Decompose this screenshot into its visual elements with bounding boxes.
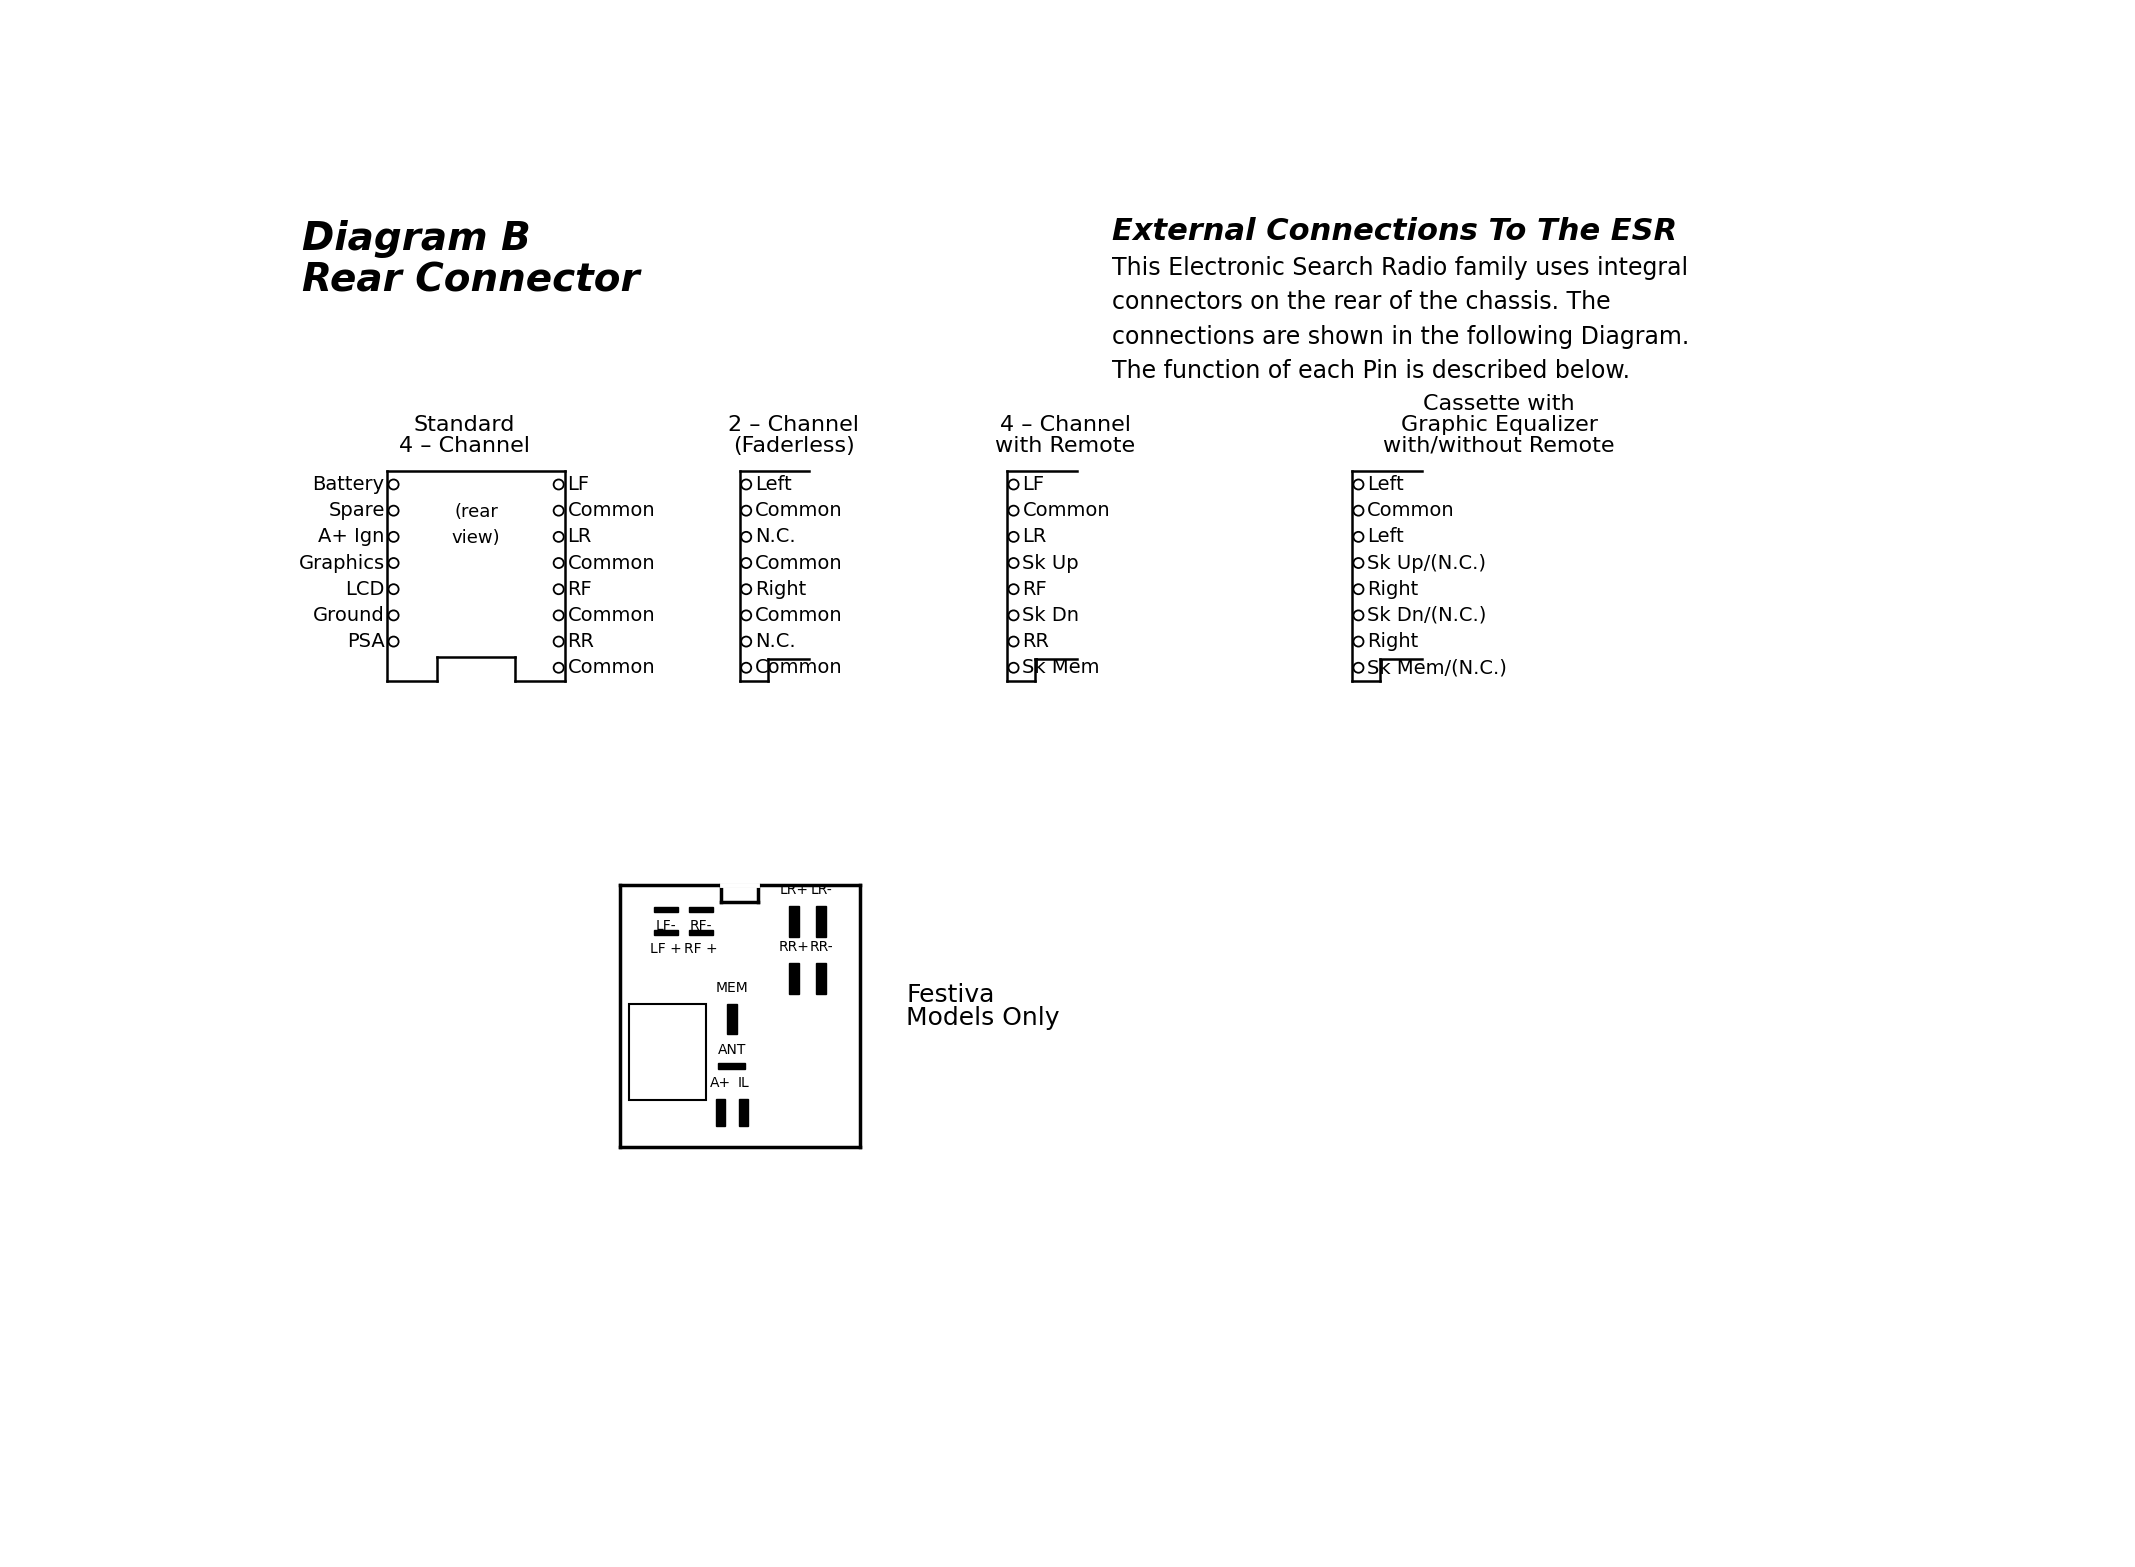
Text: Sk Mem: Sk Mem: [1023, 658, 1100, 677]
Text: RR+: RR+: [779, 940, 809, 954]
Bar: [690, 907, 713, 912]
Text: A+: A+: [709, 1075, 730, 1089]
Text: (Faderless): (Faderless): [732, 436, 854, 456]
Text: Right: Right: [1366, 632, 1418, 650]
Text: Sk Up: Sk Up: [1023, 553, 1078, 572]
Text: LF: LF: [568, 475, 589, 494]
Text: Right: Right: [756, 580, 807, 599]
Text: 2 – Channel: 2 – Channel: [728, 415, 860, 436]
Text: N.C.: N.C.: [756, 632, 796, 650]
Text: Diagram B: Diagram B: [301, 221, 529, 259]
Text: 4 – Channel: 4 – Channel: [999, 415, 1132, 436]
Text: RR: RR: [1023, 632, 1050, 650]
Text: Common: Common: [756, 658, 843, 677]
Text: N.C.: N.C.: [756, 528, 796, 547]
Text: RF: RF: [568, 580, 591, 599]
Bar: [630, 1004, 707, 1100]
Text: Sk Up/(N.C.): Sk Up/(N.C.): [1366, 553, 1486, 572]
Bar: [816, 964, 826, 993]
Bar: [790, 964, 798, 993]
Text: Cassette with: Cassette with: [1424, 395, 1576, 414]
Text: Battery: Battery: [312, 475, 384, 494]
Text: Common: Common: [756, 606, 843, 625]
Text: RR-: RR-: [809, 940, 833, 954]
Text: Sk Dn/(N.C.): Sk Dn/(N.C.): [1366, 606, 1486, 625]
Text: Rear Connector: Rear Connector: [301, 262, 638, 299]
Text: Common: Common: [1366, 501, 1454, 520]
Text: with Remote: with Remote: [995, 436, 1136, 456]
Text: Festiva: Festiva: [905, 983, 995, 1008]
Text: with/without Remote: with/without Remote: [1383, 436, 1614, 456]
Text: IL: IL: [737, 1075, 749, 1089]
Text: (rear: (rear: [455, 503, 497, 520]
Text: Spare: Spare: [329, 501, 384, 520]
Text: PSA: PSA: [346, 632, 384, 650]
Text: LR: LR: [568, 528, 591, 547]
Text: Common: Common: [568, 553, 655, 572]
Bar: [653, 907, 677, 912]
Text: Common: Common: [756, 501, 843, 520]
Text: MEM: MEM: [715, 981, 747, 995]
Text: RF +: RF +: [683, 942, 717, 956]
Text: LCD: LCD: [346, 580, 384, 599]
Text: Common: Common: [756, 553, 843, 572]
Text: A+ Ign: A+ Ign: [318, 528, 384, 547]
Bar: [728, 1004, 737, 1034]
Text: Common: Common: [568, 606, 655, 625]
Text: RR: RR: [568, 632, 594, 650]
Text: Left: Left: [1366, 475, 1405, 494]
Text: Right: Right: [1366, 580, 1418, 599]
Bar: [690, 929, 713, 935]
Text: view): view): [453, 530, 500, 547]
Text: Common: Common: [568, 501, 655, 520]
Text: LF-: LF-: [655, 918, 677, 932]
Bar: [717, 1062, 745, 1069]
Text: Models Only: Models Only: [905, 1006, 1059, 1030]
Text: Common: Common: [568, 658, 655, 677]
Text: Sk Dn: Sk Dn: [1023, 606, 1080, 625]
Bar: [715, 1098, 726, 1127]
Text: Graphics: Graphics: [299, 553, 384, 572]
Text: LR+: LR+: [779, 884, 809, 898]
Bar: [653, 929, 677, 935]
Bar: [816, 906, 826, 937]
Text: 4 – Channel: 4 – Channel: [399, 436, 529, 456]
Text: Ground: Ground: [314, 606, 384, 625]
Bar: [790, 906, 798, 937]
Text: External Connections To The ESR: External Connections To The ESR: [1112, 218, 1676, 246]
Text: Left: Left: [756, 475, 792, 494]
Text: Common: Common: [1023, 501, 1110, 520]
Text: LF: LF: [1023, 475, 1044, 494]
Text: RF-: RF-: [690, 918, 713, 932]
Text: ANT: ANT: [717, 1042, 745, 1056]
Text: This Electronic Search Radio family uses integral
connectors on the rear of the : This Electronic Search Radio family uses…: [1112, 255, 1689, 384]
Text: RF: RF: [1023, 580, 1048, 599]
Text: Standard: Standard: [414, 415, 515, 436]
Bar: [739, 1098, 747, 1127]
Text: LR-: LR-: [809, 884, 833, 898]
Text: LR: LR: [1023, 528, 1046, 547]
Text: Sk Mem/(N.C.): Sk Mem/(N.C.): [1366, 658, 1507, 677]
Text: Left: Left: [1366, 528, 1405, 547]
Text: Graphic Equalizer: Graphic Equalizer: [1401, 415, 1597, 436]
Text: LF +: LF +: [651, 942, 681, 956]
